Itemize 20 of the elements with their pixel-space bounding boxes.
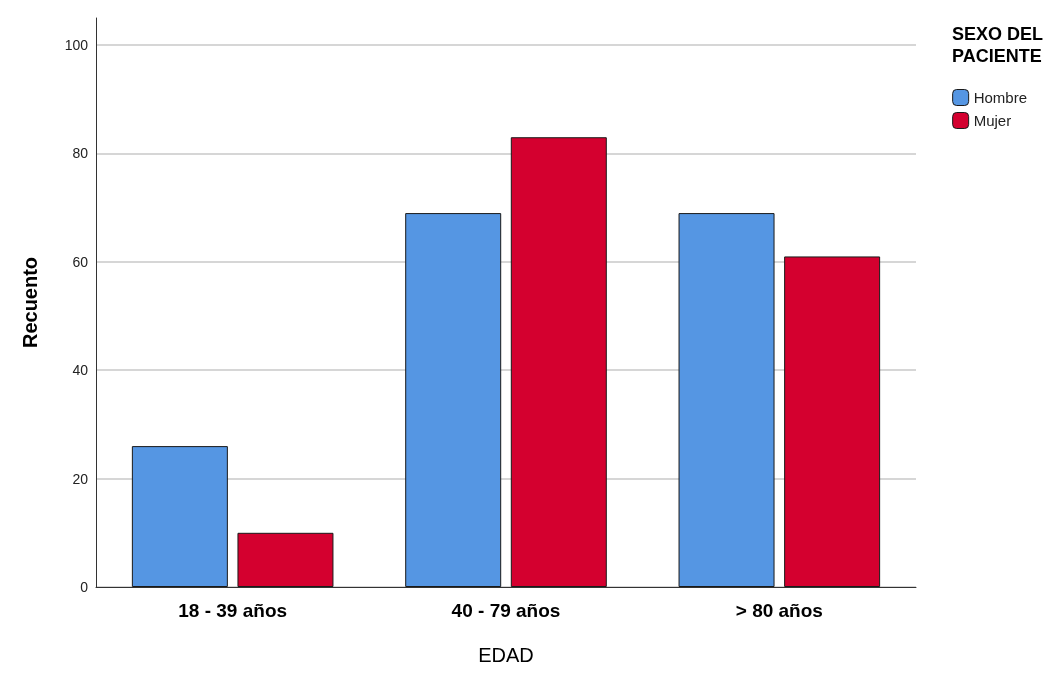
legend-label: Hombre — [973, 89, 1028, 106]
y-tick-label: 80 — [72, 145, 89, 162]
bar — [678, 213, 775, 587]
bar — [784, 256, 881, 587]
x-tick-label: 18 - 39 años — [178, 600, 288, 621]
bar — [405, 213, 502, 587]
legend-label: Mujer — [973, 112, 1012, 129]
y-tick-label: 20 — [72, 470, 89, 487]
x-axis-title: EDAD — [478, 644, 534, 666]
bar — [237, 532, 334, 587]
bar — [510, 137, 607, 587]
legend-title: SEXO DEL PACIENTE — [951, 24, 1044, 66]
x-tick-label: 40 - 79 años — [451, 600, 561, 621]
y-tick-label: 60 — [72, 253, 89, 270]
x-tick-label: > 80 años — [735, 600, 823, 621]
bar — [131, 446, 228, 587]
y-axis-title: Recuento — [19, 256, 41, 349]
y-tick-label: 40 — [72, 362, 89, 379]
y-tick-label: 100 — [64, 37, 89, 54]
y-tick-label: 0 — [80, 579, 89, 595]
